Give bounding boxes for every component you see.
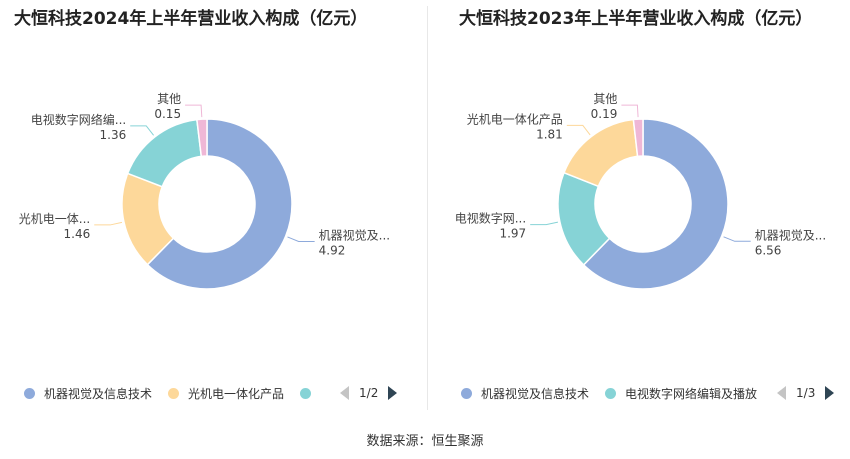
legend-label: 电视数字网络编辑及播放 (625, 386, 758, 401)
legend-page-indicator: 1/2 (359, 386, 379, 400)
legend-marker (605, 387, 617, 399)
slice-value-1: 1.46 (64, 227, 91, 241)
chart-panel-2024: 大恒科技2024年上半年营业收入构成（亿元） 机器视觉及... 4.92 光机电一体… (0, 0, 425, 420)
legend-label: 机器视觉及信息技术 (481, 386, 590, 401)
legend-marker (300, 387, 312, 399)
leader-line-2 (566, 124, 591, 136)
legend-page-indicator: 1/3 (796, 386, 816, 400)
slice-label-0: 机器视觉及... (319, 227, 390, 242)
slice-value-0: 6.56 (755, 243, 782, 257)
chart-panel-2023: 大恒科技2023年上半年营业收入构成（亿元） 机器视觉及... 6.56 电视数字网… (425, 0, 850, 420)
slice-value-2: 1.81 (536, 127, 563, 141)
legend-item-1[interactable]: 光机电一体化产品 (168, 385, 284, 402)
legend-marker (24, 387, 35, 399)
legend-pager: 1/2 (340, 386, 398, 400)
donut-slice-3[interactable] (632, 118, 644, 158)
slice-value-1: 1.97 (499, 227, 526, 241)
legend-item-2[interactable] (300, 387, 320, 399)
legend-item-0[interactable]: 机器视觉及信息技术 (24, 385, 152, 402)
slice-label-2: 电视数字网络编... (31, 112, 126, 127)
slice-label-3: 其他 (593, 92, 617, 106)
legend-label: 机器视觉及信息技术 (44, 386, 153, 401)
leader-line-1 (94, 221, 123, 226)
legend: 机器视觉及信息技术 光机电一体化产品 1/2 (24, 384, 398, 402)
panel-divider (427, 6, 428, 410)
leader-line-1 (530, 221, 559, 226)
slice-label-1: 电视数字网... (455, 211, 526, 226)
legend-marker (461, 387, 472, 399)
slice-label-0: 机器视觉及... (755, 227, 826, 242)
prev-page-icon[interactable] (777, 386, 787, 400)
legend-item-0[interactable]: 机器视觉及信息技术 (461, 385, 589, 402)
slice-label-3: 其他 (157, 92, 181, 106)
slice-label-2: 光机电一体化产品 (467, 112, 563, 126)
slice-label-1: 光机电一体... (19, 212, 90, 226)
donut-slice-0[interactable] (146, 118, 293, 290)
donut-slice-2[interactable] (126, 118, 203, 188)
prev-page-icon[interactable] (340, 386, 350, 400)
donut-slice-2[interactable] (563, 118, 639, 188)
legend-label: 光机电一体化产品 (188, 386, 285, 401)
legend: 机器视觉及信息技术 电视数字网络编辑及播放 1/3 (461, 384, 835, 402)
chart-title: 大恒科技2024年上半年营业收入构成（亿元） (14, 9, 368, 29)
leader-line-2 (130, 125, 154, 136)
donut-slice-3[interactable] (196, 118, 208, 158)
leader-line-0 (287, 236, 315, 242)
slice-value-2: 1.36 (100, 128, 127, 142)
slice-value-3: 0.19 (591, 107, 618, 121)
leader-line-3 (185, 104, 203, 118)
data-source-note: 数据来源：恒生聚源 (366, 434, 484, 449)
donut-chart-2024: 机器视觉及...4.92 光机电一体...1.46 电视数字网络编...1.36 其他… (19, 92, 390, 290)
legend-item-1[interactable]: 电视数字网络编辑及播放 (605, 385, 757, 402)
leader-line-3 (621, 104, 639, 118)
next-page-icon[interactable] (825, 386, 835, 400)
chart-title: 大恒科技2023年上半年营业收入构成（亿元） (459, 9, 813, 29)
slice-value-0: 4.92 (319, 243, 346, 257)
donut-slice-0[interactable] (582, 118, 729, 290)
leader-line-0 (723, 236, 751, 242)
next-page-icon[interactable] (388, 386, 398, 400)
legend-marker (168, 387, 180, 399)
slice-value-3: 0.15 (154, 107, 181, 121)
legend-pager: 1/3 (777, 386, 835, 400)
